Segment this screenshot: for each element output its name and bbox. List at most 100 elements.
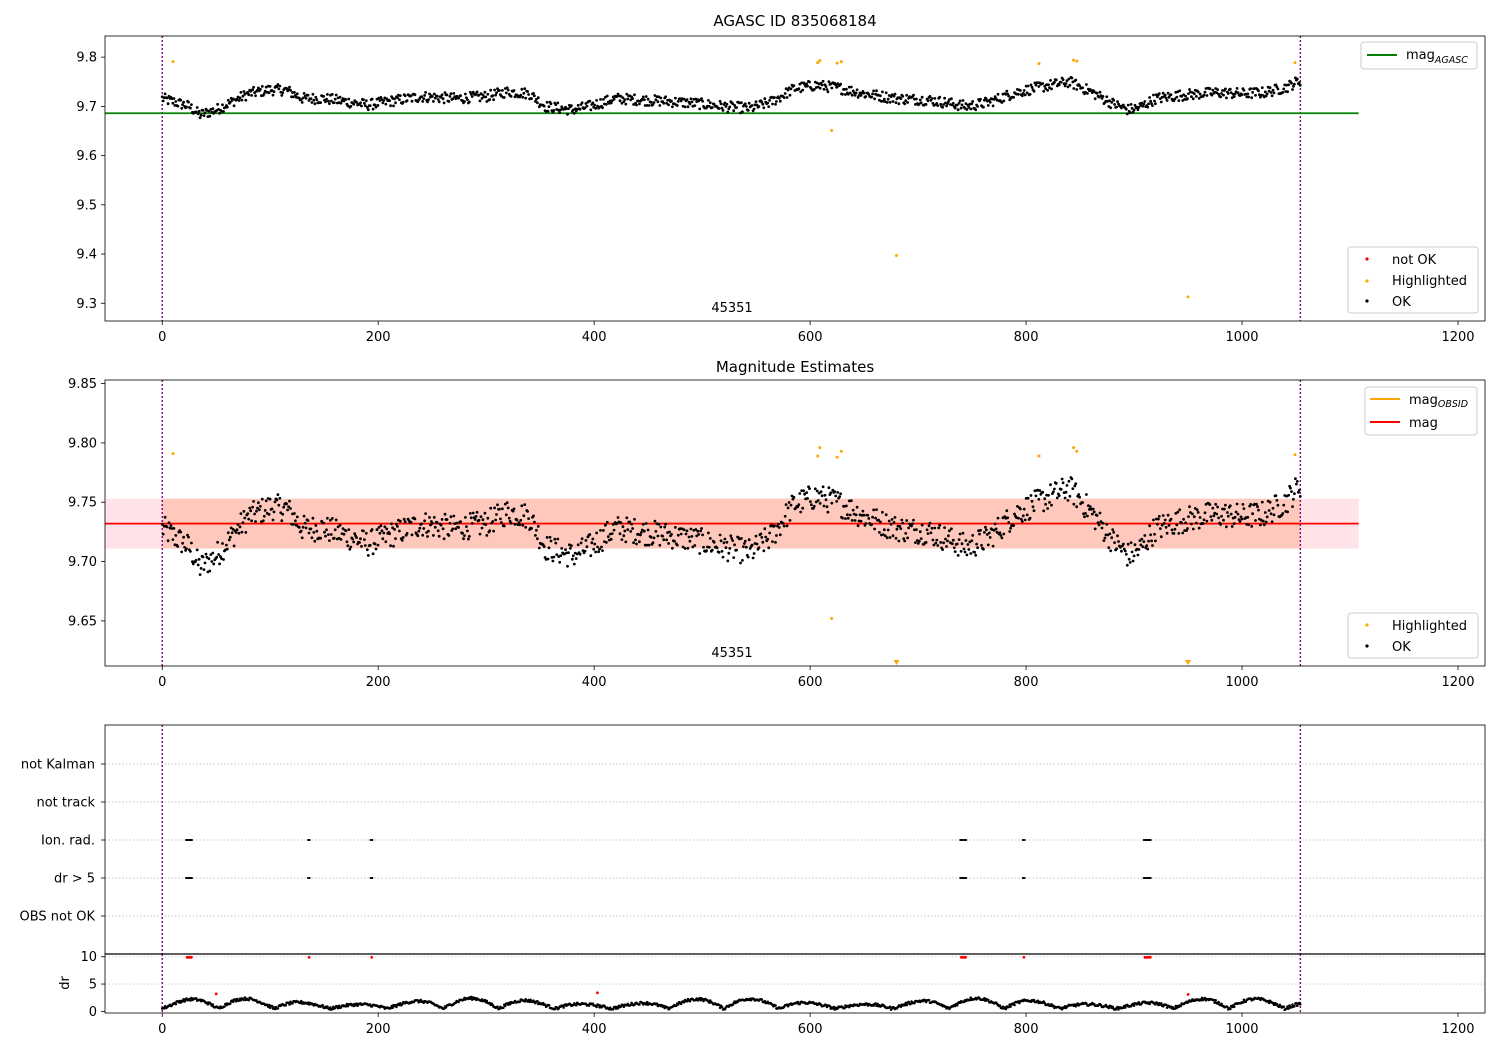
- highlighted-point: [830, 129, 834, 132]
- ok-point: [766, 537, 770, 541]
- ok-point: [1120, 106, 1123, 110]
- ok-point: [1142, 102, 1146, 106]
- ok-point: [1110, 536, 1114, 540]
- ok-point: [315, 98, 319, 102]
- ok-point: [1208, 87, 1212, 91]
- ok-point: [1115, 547, 1118, 551]
- ok-point: [1063, 496, 1067, 500]
- ok-point: [413, 517, 417, 521]
- ok-point: [1070, 477, 1074, 481]
- ok-point: [225, 105, 229, 109]
- ok-point: [662, 538, 666, 542]
- ok-point: [774, 102, 777, 106]
- ok-point: [632, 541, 635, 545]
- ok-point: [270, 507, 274, 511]
- ok-point: [1071, 487, 1075, 490]
- ok-point: [1166, 513, 1170, 517]
- ok-point: [1042, 509, 1046, 513]
- ok-point: [930, 526, 934, 530]
- ok-point: [752, 107, 756, 111]
- ok-point: [276, 493, 280, 496]
- ok-point: [409, 94, 413, 98]
- ok-point: [773, 96, 776, 99]
- highlighted-point: [171, 452, 175, 456]
- ok-point: [418, 526, 422, 530]
- ok-point: [935, 538, 939, 542]
- dr-point: [518, 1000, 522, 1003]
- ok-point: [570, 544, 573, 547]
- ok-point: [393, 528, 396, 531]
- ok-point: [810, 503, 813, 507]
- ok-point: [196, 112, 200, 116]
- ok-point: [938, 95, 942, 99]
- ok-point: [1269, 512, 1273, 516]
- ok-point: [844, 93, 847, 96]
- ok-point: [391, 526, 394, 530]
- ok-point: [818, 86, 822, 90]
- ok-point: [596, 545, 599, 549]
- y-tick-label: 9.80: [68, 436, 97, 451]
- ok-point: [951, 102, 955, 105]
- dr-point: [536, 1000, 539, 1003]
- ok-point: [845, 87, 848, 91]
- ok-point: [746, 109, 750, 112]
- ok-point: [665, 538, 668, 542]
- ok-point: [272, 510, 276, 514]
- legend-highlighted-marker: [1365, 623, 1369, 627]
- ok-point: [917, 539, 921, 543]
- ok-point: [875, 508, 878, 511]
- ok-point: [1222, 518, 1225, 522]
- y-tick-label: 9.5: [76, 198, 97, 213]
- panel-dr-frame: [104, 953, 1486, 1014]
- ok-point: [612, 528, 616, 532]
- flag-event-point: [308, 839, 311, 841]
- ok-point: [382, 99, 386, 102]
- ok-point: [300, 101, 304, 104]
- ok-point: [249, 509, 253, 513]
- dr-point: [223, 1005, 226, 1008]
- ok-point: [619, 521, 623, 525]
- dr-high-point: [307, 955, 311, 959]
- ok-point: [853, 93, 857, 97]
- ok-point: [1028, 516, 1032, 520]
- ok-point: [232, 544, 236, 548]
- ok-point: [570, 104, 573, 108]
- ok-point: [591, 101, 595, 105]
- ok-point: [558, 111, 562, 114]
- ok-point: [846, 516, 850, 520]
- ok-point: [735, 548, 738, 552]
- ok-point: [1286, 510, 1289, 514]
- ok-point: [1162, 522, 1166, 525]
- ok-point: [1160, 523, 1164, 527]
- ok-point: [697, 533, 701, 536]
- dr-high-point: [1022, 955, 1026, 959]
- ok-point: [380, 529, 384, 533]
- ok-point: [1241, 503, 1245, 506]
- ok-point: [635, 103, 638, 107]
- ok-point: [979, 97, 982, 101]
- ok-point: [594, 550, 598, 554]
- ok-point: [728, 547, 732, 550]
- ok-point: [971, 100, 975, 103]
- ok-point: [961, 531, 965, 535]
- ok-point: [1246, 515, 1250, 519]
- ok-point: [506, 506, 510, 510]
- ok-point: [658, 104, 662, 107]
- panel-magnitude-estimates: Magnitude Estimates 0 200 400 600 800 1000 120…: [68, 358, 1486, 690]
- ok-point: [953, 550, 957, 553]
- ok-point: [912, 518, 915, 522]
- ok-point: [855, 88, 859, 92]
- ok-point: [676, 100, 680, 103]
- ok-point: [1298, 83, 1302, 87]
- ok-point: [946, 102, 949, 106]
- ok-point: [457, 96, 460, 100]
- ok-point: [384, 102, 388, 106]
- ok-point: [280, 519, 284, 523]
- ok-point: [199, 567, 203, 570]
- panel-agasc-title: AGASC ID 835068184: [713, 12, 876, 30]
- ok-point: [708, 545, 711, 549]
- ok-point: [179, 530, 183, 534]
- ok-point: [1291, 505, 1294, 508]
- ok-point: [230, 531, 234, 535]
- dr-point: [1160, 1002, 1163, 1005]
